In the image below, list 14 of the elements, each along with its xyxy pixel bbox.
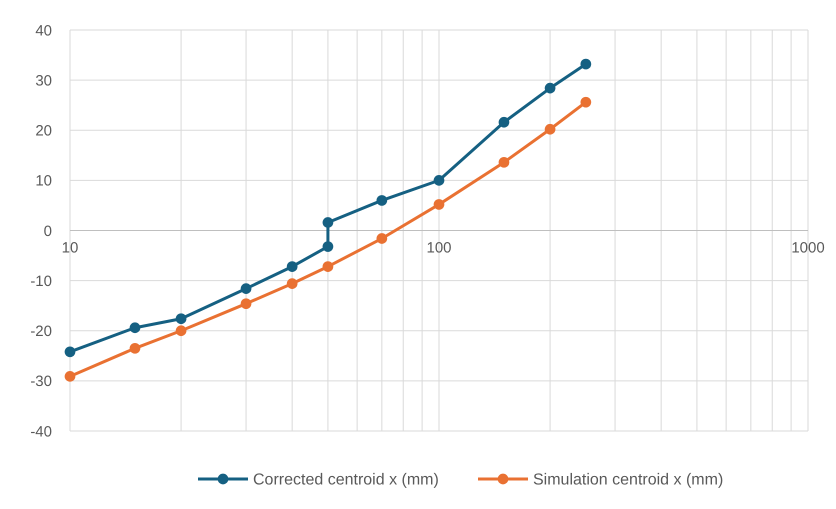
y-tick-label: -30 xyxy=(30,373,52,390)
y-tick-label: -10 xyxy=(30,272,52,290)
y-tick-label: 10 xyxy=(35,172,52,190)
y-tick-label: 0 xyxy=(44,222,52,240)
y-tick-label: -40 xyxy=(30,423,52,440)
x-tick-label: 1000 xyxy=(791,240,825,256)
x-tick-label: 100 xyxy=(426,240,452,256)
x-tick-label: 10 xyxy=(62,240,78,256)
y-tick-label: 30 xyxy=(35,72,52,90)
legend-label: Simulation centroid x (mm) xyxy=(533,472,724,489)
y-tick-label: 20 xyxy=(35,122,52,140)
y-tick-label: 40 xyxy=(35,22,52,40)
legend-label: Corrected centroid x (mm) xyxy=(253,472,439,489)
y-tick-label: -20 xyxy=(30,323,52,340)
